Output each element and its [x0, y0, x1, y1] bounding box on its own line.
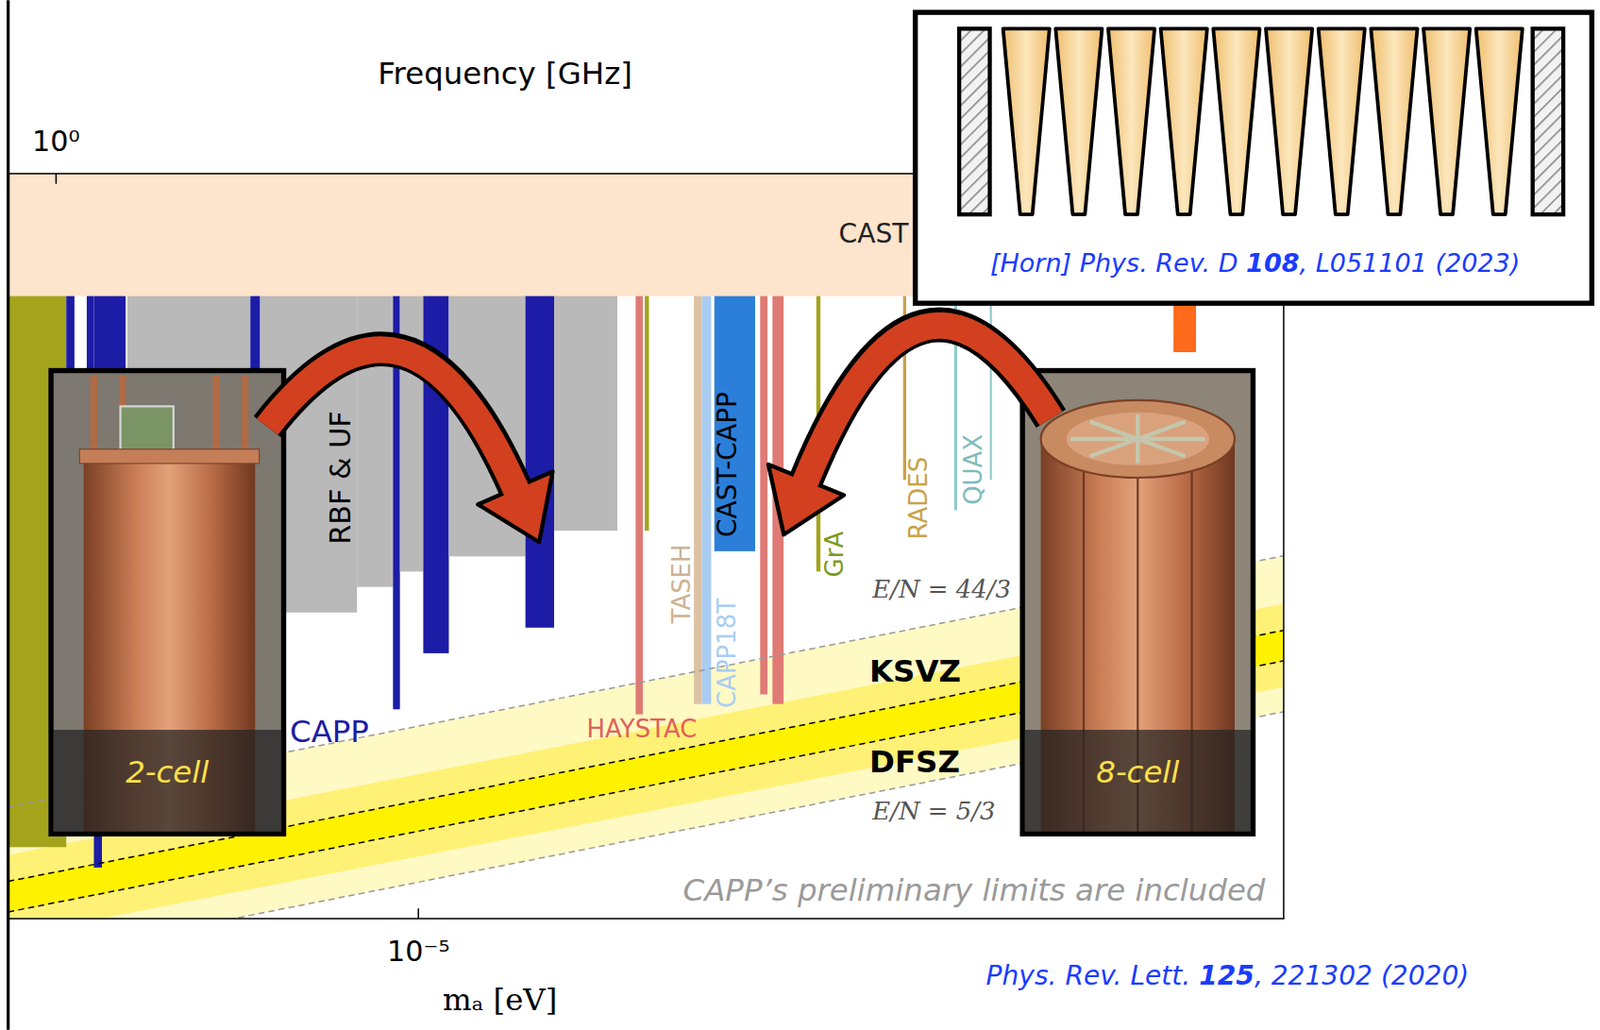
inset-citation: [Horn] Phys. Rev. D 108, L051101 (2023) [990, 248, 1520, 278]
end-plate [959, 28, 990, 215]
arrow-body [804, 325, 1051, 484]
model-line [8, 711, 1284, 919]
experiment-label: CAST-CAPP [711, 391, 743, 538]
spoke [1135, 414, 1140, 439]
photo-frame [50, 370, 284, 835]
arrow-body [267, 349, 517, 491]
spoke [1135, 438, 1140, 464]
citation-part: Phys. Rev. Lett. [986, 960, 1200, 992]
horn-cone [1108, 28, 1155, 215]
photo-caption-bg [1024, 729, 1251, 832]
horn-cone [1423, 28, 1470, 215]
citation-part: [Horn] Phys. Rev. D [990, 248, 1247, 278]
photo-caption: 2-cell [125, 754, 209, 791]
rod [90, 375, 99, 462]
spoke [1137, 421, 1185, 439]
electronics [120, 405, 174, 452]
axis-title: Frequency [GHz] [377, 55, 633, 92]
flange [79, 449, 259, 464]
citation-volume: 108 [1246, 248, 1299, 278]
experiment-label: TASEH [667, 543, 696, 624]
photo-caption: 8-cell [1095, 754, 1179, 791]
tick [417, 908, 420, 919]
photo-frame [1022, 370, 1253, 835]
axis-title: mₐ [eV] [442, 981, 557, 1018]
line-label: E/N = 5/3 [871, 796, 995, 826]
experiment-label: QUAX [959, 434, 988, 506]
horn-cone [1318, 28, 1365, 215]
spoke [1090, 438, 1138, 456]
citation-part: , L051101 (2023) [1299, 248, 1521, 278]
rod [212, 375, 220, 462]
spoke [1090, 421, 1138, 439]
end-plate [1532, 28, 1564, 215]
rod [241, 375, 250, 462]
experiment-label: RBF & UF [323, 410, 357, 545]
experiment-label: CAST [839, 218, 910, 250]
tick-label: 10⁰ [32, 124, 81, 158]
page: 10⁰ 10⁻⁵ Frequency [GHz] mₐ [eV] CAST RBF & U… [0, 0, 1600, 1030]
horn-cone [1370, 28, 1417, 215]
horn-cone [1161, 28, 1208, 215]
background [0, 0, 1600, 1030]
spoke [1070, 437, 1138, 441]
line-label: DFSZ [869, 743, 960, 780]
top-plate [1066, 412, 1210, 466]
spoke [1137, 437, 1205, 441]
line-label: E/N = 44/3 [871, 574, 1011, 604]
experiment-label: CAPP [289, 713, 370, 750]
photo-8-cell [1022, 370, 1253, 835]
tick [55, 173, 58, 185]
photo-2-cell [50, 370, 284, 835]
horn-cone [1212, 28, 1260, 215]
top-flange [1041, 400, 1235, 478]
experiment-label: CAPP18T [712, 598, 742, 708]
experiment-label: RADES [904, 456, 933, 540]
citation: Phys. Rev. Lett. 125, 221302 (2020) [986, 960, 1470, 992]
horn-cone [1003, 28, 1050, 215]
horn-cone [1055, 28, 1102, 215]
photo-caption-bg [52, 729, 282, 832]
tick-label: 10⁻⁵ [387, 934, 451, 968]
horn-cone [1476, 28, 1523, 215]
citation-part: , 221302 (2020) [1254, 960, 1469, 992]
experiment-label: HAYSTAC [587, 714, 698, 743]
note: CAPP’s preliminary limits are included [683, 872, 1266, 909]
experiment-label: GrA [820, 531, 849, 578]
citation-volume: 125 [1198, 960, 1255, 992]
inset [915, 12, 1593, 304]
line-label: KSVZ [869, 653, 961, 690]
figure: 10⁰ 10⁻⁵ Frequency [GHz] mₐ [eV] CAST RBF & U… [0, 0, 1600, 1030]
spoke [1137, 438, 1185, 456]
horn-cone [1265, 28, 1313, 215]
